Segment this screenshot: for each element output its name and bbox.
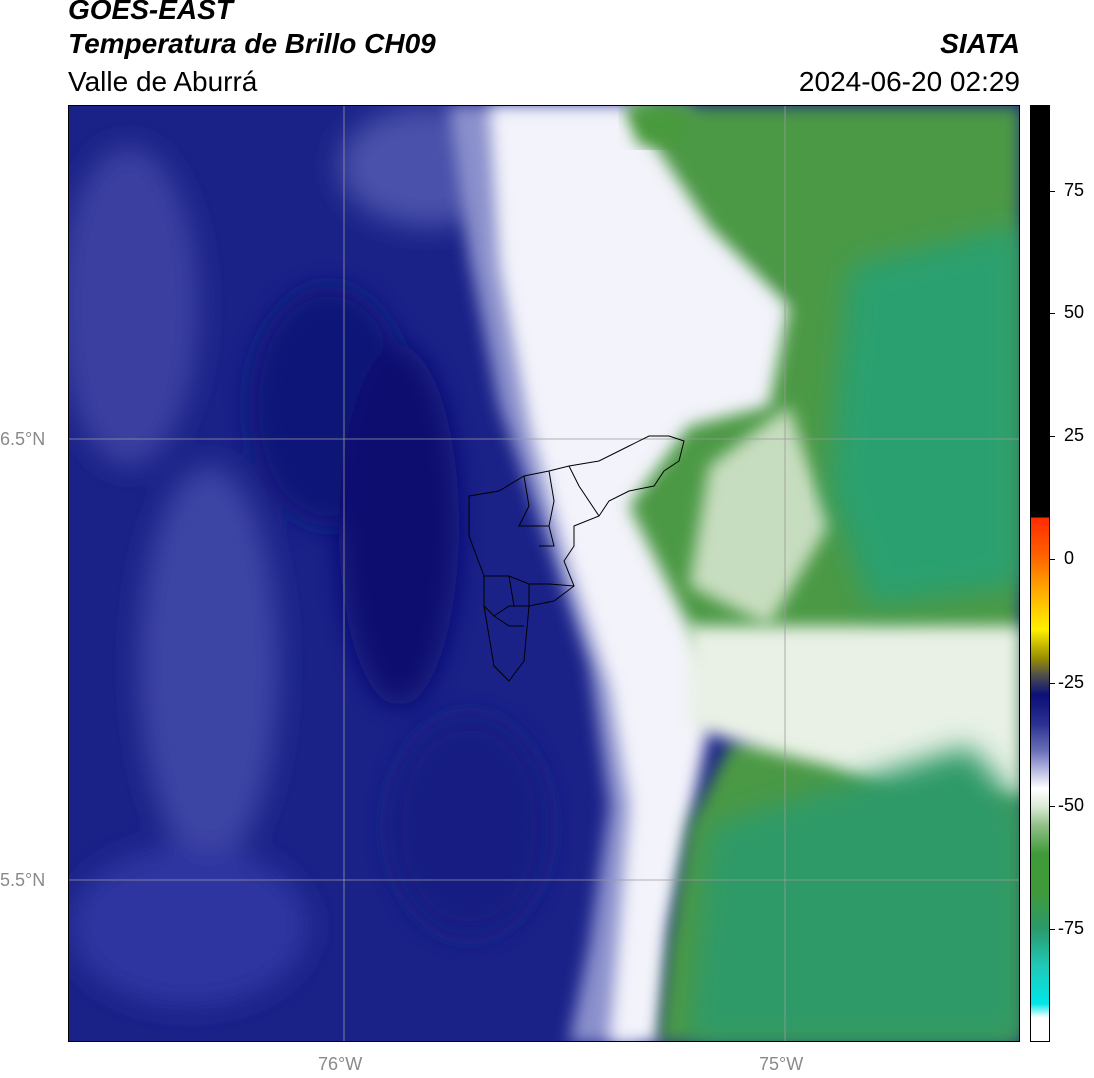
colorbar-label-neg75: -75 xyxy=(1058,918,1085,938)
green-spot-north xyxy=(625,106,689,146)
light-green-edge xyxy=(689,406,829,626)
colorbar-tick-neg25 xyxy=(1050,683,1055,684)
teal-warm-south xyxy=(689,746,1019,1041)
organization-label: SIATA xyxy=(940,28,1020,59)
colorbar-label-25: 25 xyxy=(1064,425,1085,445)
satellite-map xyxy=(68,105,1020,1042)
lat-label-6-5n: 6.5°N xyxy=(0,429,46,449)
colorbar-tick-0 xyxy=(1050,559,1055,560)
colorbar-tick-50 xyxy=(1050,313,1055,314)
map-layer xyxy=(69,106,1019,1041)
teal-warm-core xyxy=(829,226,1019,606)
lon-label-76w: 76°W xyxy=(318,1054,363,1074)
lon-label-75w: 75°W xyxy=(759,1054,804,1074)
colorbar-label-0: 0 xyxy=(1064,548,1075,568)
colorbar-label-50: 50 xyxy=(1064,302,1085,322)
colorbar-tick-75 xyxy=(1050,191,1055,192)
product-title: Temperatura de Brillo CH09 xyxy=(68,28,436,59)
datetime-label: 2024-06-20 02:29 xyxy=(798,66,1020,97)
colorbar-label-75: 75 xyxy=(1064,180,1085,200)
colorbar-tick-25 xyxy=(1050,436,1055,437)
colorbar-label-neg25: -25 xyxy=(1058,672,1085,692)
colorbar xyxy=(1030,105,1050,1042)
colorbar-label-neg50: -50 xyxy=(1058,795,1085,815)
satellite-title: GOES-EAST xyxy=(68,0,233,25)
colorbar-tick-neg75 xyxy=(1050,929,1055,930)
colorbar-tick-neg50 xyxy=(1050,806,1055,807)
region-label: Valle de Aburrá xyxy=(68,66,258,97)
white-band xyxy=(489,106,829,1041)
lat-label-5-5n: 5.5°N xyxy=(0,870,46,890)
municipal-boundaries xyxy=(468,435,685,682)
